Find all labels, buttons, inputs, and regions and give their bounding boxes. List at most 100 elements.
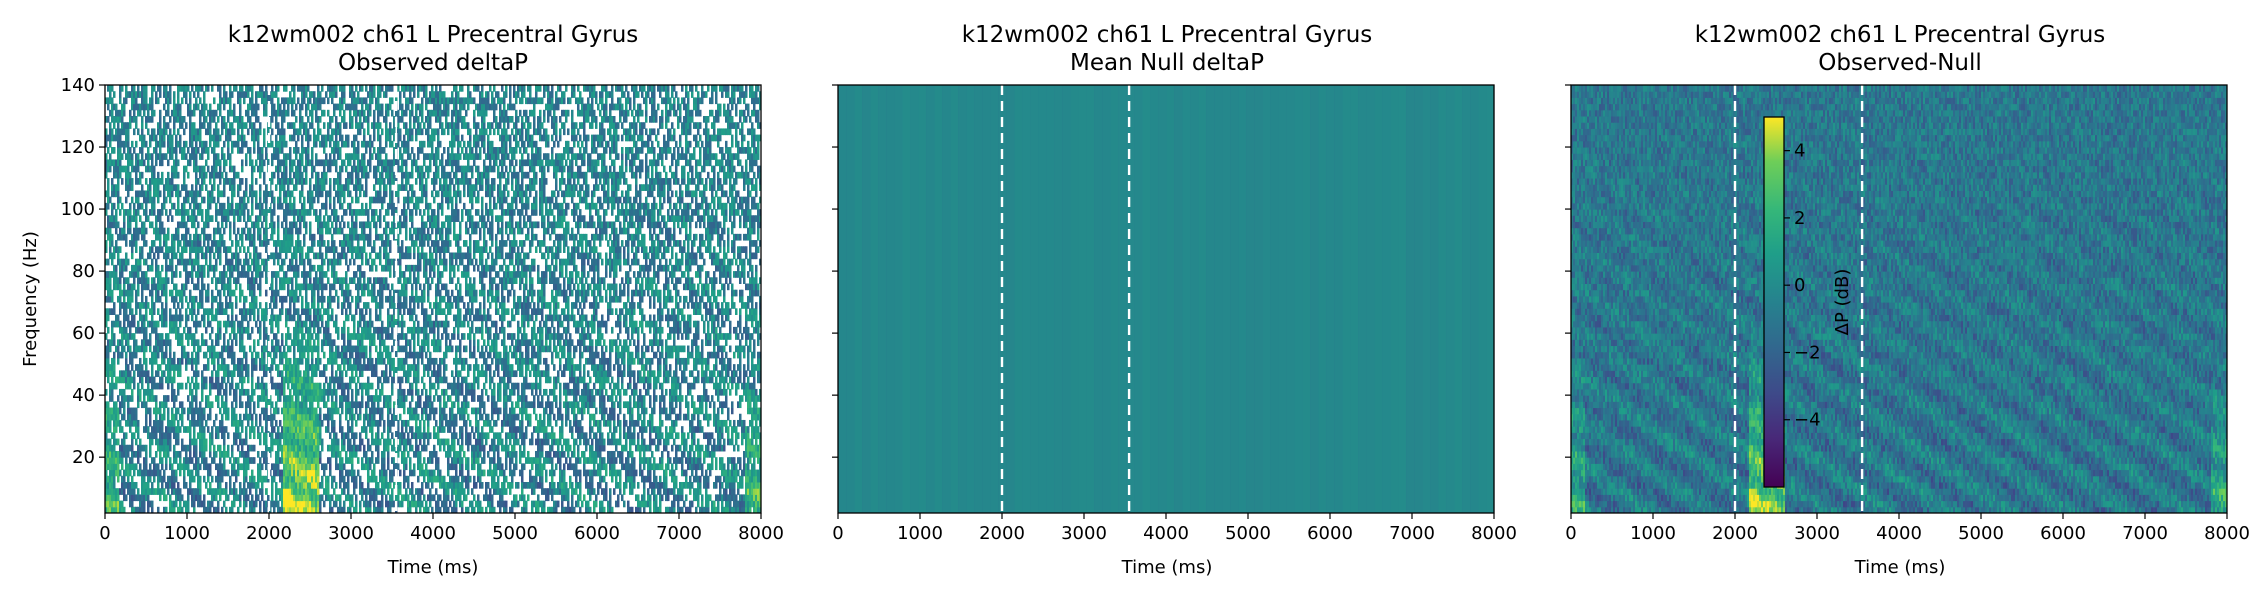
heatmap-cell — [159, 494, 162, 502]
heatmap-cell — [377, 419, 380, 427]
heatmap-cell — [543, 413, 546, 421]
heatmap-cell — [433, 475, 436, 483]
heatmap-cell — [589, 488, 592, 495]
heatmap-cell — [105, 463, 108, 471]
heatmap-cell — [139, 463, 142, 471]
heatmap-cell — [431, 450, 434, 458]
heatmap-cell — [251, 395, 254, 402]
heatmap-cell — [131, 357, 134, 365]
heatmap-cell — [271, 432, 274, 440]
heatmap-cell — [229, 457, 232, 464]
heatmap-cell — [707, 444, 710, 452]
heatmap-cell — [549, 407, 552, 415]
heatmap-cell — [325, 364, 328, 371]
heatmap-cell — [515, 457, 518, 464]
heatmap-cell — [605, 494, 608, 502]
heatmap-cell — [655, 395, 658, 402]
heatmap-cell — [341, 438, 344, 446]
heatmap-cell — [423, 444, 426, 452]
heatmap-cell — [689, 481, 692, 489]
heatmap-cell — [125, 419, 128, 427]
heatmap-cell — [677, 376, 680, 384]
heatmap-cell — [317, 506, 320, 514]
heatmap-cell — [747, 475, 750, 483]
heatmap-cell — [755, 401, 758, 409]
heatmap-cell — [623, 432, 626, 440]
heatmap-cell — [511, 506, 514, 514]
heatmap-cell — [427, 413, 430, 421]
heatmap-cell — [177, 388, 180, 396]
heatmap-cell — [195, 364, 198, 371]
heatmap-cell — [655, 444, 658, 452]
heatmap-cell — [213, 364, 216, 371]
heatmap-cell — [751, 488, 754, 495]
heatmap-cell — [105, 407, 108, 415]
heatmap-cell — [107, 500, 110, 508]
heatmap-cell — [555, 450, 558, 458]
heatmap-cell — [515, 500, 518, 508]
heatmap-cell — [757, 481, 760, 489]
heatmap-cell — [207, 463, 210, 471]
heatmap-cell — [721, 494, 724, 502]
heatmap-cell — [353, 506, 356, 514]
heatmap-cell — [477, 506, 480, 514]
heatmap-cell — [695, 407, 698, 415]
heatmap-cell — [411, 432, 414, 440]
heatmap-cell — [569, 475, 572, 483]
heatmap-cell — [383, 438, 386, 446]
heatmap-cell — [551, 488, 554, 495]
heatmap-cell — [731, 382, 734, 390]
heatmap-cell — [399, 438, 402, 446]
heatmap-cell — [117, 500, 120, 508]
heatmap-cell — [413, 413, 416, 421]
heatmap-cell — [207, 500, 210, 508]
heatmap-cell — [189, 419, 192, 427]
heatmap-cell — [463, 419, 466, 427]
heatmap-cell — [439, 407, 442, 415]
heatmap-cell — [187, 457, 190, 464]
heatmap-cell — [297, 407, 300, 415]
heatmap-cell — [597, 426, 600, 433]
heatmap-cell — [473, 506, 476, 514]
heatmap-cell — [557, 444, 560, 452]
heatmap-cell — [423, 426, 426, 433]
heatmap-cell — [657, 444, 660, 452]
heatmap-cell — [481, 432, 484, 440]
heatmap-cell — [621, 463, 624, 471]
heatmap-cell — [557, 413, 560, 421]
heatmap-cell — [743, 432, 746, 440]
heatmap-cell — [541, 475, 544, 483]
heatmap-cell — [749, 444, 752, 452]
heatmap-cell — [145, 419, 148, 427]
heatmap-cell — [759, 500, 762, 508]
heatmap-cell — [589, 426, 592, 433]
heatmap-cell — [575, 481, 578, 489]
heatmap-cell — [693, 475, 696, 483]
heatmap-cell — [509, 395, 512, 402]
heatmap-cell — [337, 407, 340, 415]
heatmap-cell — [573, 450, 576, 458]
heatmap-cell — [579, 432, 582, 440]
heatmap-cell — [143, 401, 146, 409]
heatmap-cell — [161, 426, 164, 433]
heatmap-cell — [513, 388, 516, 396]
heatmap-cell — [225, 426, 228, 433]
heatmap-cell — [577, 407, 580, 415]
heatmap-cell — [193, 494, 196, 502]
heatmap-cell — [307, 450, 310, 458]
heatmap-cell — [591, 457, 594, 464]
heatmap-cell — [439, 444, 442, 452]
heatmap-cell — [475, 407, 478, 415]
heatmap-cell — [747, 457, 750, 464]
heatmap-cell — [743, 494, 746, 502]
heatmap-cell — [409, 401, 412, 409]
heatmap-cell — [127, 481, 130, 489]
heatmap-cell — [119, 506, 122, 514]
heatmap-cell — [295, 419, 298, 427]
heatmap-cell — [161, 376, 164, 384]
heatmap-cell — [655, 463, 658, 471]
heatmap-cell — [707, 475, 710, 483]
heatmap-cell — [117, 413, 120, 421]
heatmap-cell — [175, 457, 178, 464]
heatmap-cell — [733, 469, 736, 477]
